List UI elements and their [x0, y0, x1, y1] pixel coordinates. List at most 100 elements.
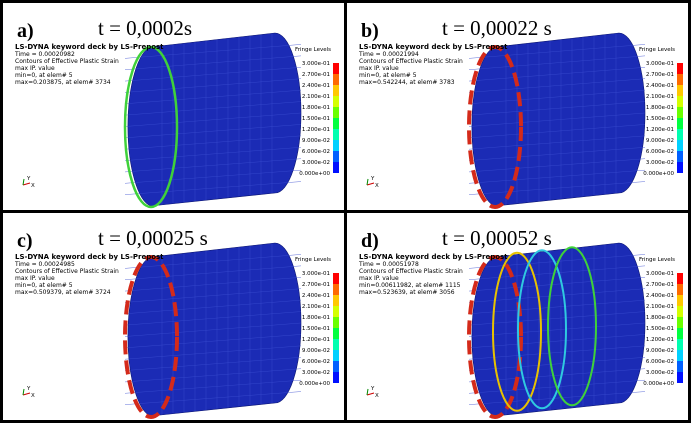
fringe-swatch [677, 339, 683, 350]
triad-label: Y [370, 386, 375, 392]
triad-label: X [31, 393, 35, 399]
panel: c) t = 0,00025 s LS-DYNA keyword deck by L… [3, 213, 344, 420]
triad-axis [367, 389, 368, 395]
header-line: min=0.00611982, at elem# 1115 [359, 282, 461, 289]
triad-label: Y [26, 386, 31, 392]
cylinder [469, 243, 645, 417]
fringe-label: 1.200e-01 [646, 337, 674, 343]
fringe-title: Fringe Levels [295, 257, 331, 263]
header-line: Time = 0.00020982 [14, 51, 75, 58]
fringe-swatch [677, 74, 683, 85]
fringe-swatch [333, 306, 339, 317]
panel-canvas: d)t = 0,00052 sLS-DYNA keyword deck by L… [347, 213, 688, 420]
triad-axis [23, 393, 30, 395]
fringe-label: 2.700e-01 [302, 282, 330, 288]
triad-axis [23, 183, 30, 185]
triad-axis [367, 183, 374, 185]
header-line: max IP. value [359, 65, 399, 72]
fringe-label: 2.400e-01 [646, 83, 674, 89]
header-line: Contours of Effective Plastic Strain [15, 58, 119, 65]
fringe-swatch [333, 295, 339, 306]
fringe-swatch [333, 151, 339, 162]
panel-time: t = 0,00052 s [442, 226, 552, 250]
fringe-label: 3.000e-01 [302, 61, 330, 67]
fringe-label: 0.000e+00 [643, 381, 674, 387]
cylinder [125, 33, 301, 207]
header-line: max=0.523639, at elem# 3056 [359, 289, 455, 296]
panel-canvas: a) t = 0,0002s LS-DYNA keyword deck by LS-… [3, 3, 344, 210]
fringe-swatch [333, 118, 339, 129]
header-line: Time = 0.00021994 [358, 51, 419, 58]
triad-axis [23, 389, 24, 395]
fringe-swatch [677, 295, 683, 306]
panel-label: c) [17, 230, 33, 252]
fringe-swatch [333, 162, 339, 173]
fringe-swatch [677, 372, 683, 383]
fringe-label: 0.000e+00 [643, 171, 674, 177]
triad-label: X [31, 183, 35, 189]
fringe-label: 3.000e-01 [646, 271, 674, 277]
panel-canvas: c) t = 0,00025 s LS-DYNA keyword deck by L… [3, 213, 344, 420]
panel-time: t = 0,0002s [98, 16, 192, 40]
fringe-label: 1.500e-01 [646, 116, 674, 122]
fringe-label: 2.700e-01 [646, 282, 674, 288]
fringe-swatch [333, 129, 339, 140]
fringe-label: 2.400e-01 [646, 293, 674, 299]
header-line: max=0.509379, at elem# 3724 [15, 289, 111, 296]
fringe-swatch [333, 63, 339, 74]
fringe-label: 1.500e-01 [302, 326, 330, 332]
triad-label: Y [26, 176, 31, 182]
fringe-swatch [677, 328, 683, 339]
fringe-title: Fringe Levels [295, 47, 331, 53]
header-line: min=0, at elem# 5 [359, 72, 417, 79]
fringe-swatch [677, 284, 683, 295]
fringe-swatch [333, 273, 339, 284]
fringe-swatch [333, 361, 339, 372]
fringe-label: 9.000e-02 [646, 348, 674, 354]
header-line: max=0.203875, at elem# 3734 [15, 79, 111, 86]
triad-axis [367, 179, 368, 185]
fringe-label: 1.800e-01 [302, 315, 330, 321]
header-line: min=0, at elem# 5 [15, 282, 73, 289]
panel: a) t = 0,0002s LS-DYNA keyword deck by LS-… [3, 3, 344, 210]
panel: b)t = 0,00022 sLS-DYNA keyword deck by L… [347, 3, 688, 210]
panel-time: t = 0,00022 s [442, 16, 552, 40]
fringe-label: 6.000e-02 [302, 359, 330, 365]
fringe-label: 1.800e-01 [646, 315, 674, 321]
fringe-swatch [677, 129, 683, 140]
panel-time: t = 0,00025 s [98, 226, 208, 250]
triad-label: Y [370, 176, 375, 182]
fringe-label: 9.000e-02 [646, 138, 674, 144]
fringe-swatch [677, 107, 683, 118]
panel: d)t = 0,00052 sLS-DYNA keyword deck by L… [347, 213, 688, 420]
header-line: min=0, at elem# 5 [15, 72, 73, 79]
fringe-title: Fringe Levels [639, 47, 675, 53]
figure: a) t = 0,0002s LS-DYNA keyword deck by LS-… [0, 0, 691, 423]
header-line: max=0.542244, at elem# 3783 [359, 79, 455, 86]
fringe-label: 6.000e-02 [302, 149, 330, 155]
fringe-label: 1.200e-01 [302, 337, 330, 343]
cylinder [125, 243, 301, 417]
fringe-label: 2.400e-01 [302, 293, 330, 299]
triad-axis [367, 393, 374, 395]
fringe-label: 1.800e-01 [646, 105, 674, 111]
fringe-swatch [677, 118, 683, 129]
fringe-label: 2.100e-01 [646, 304, 674, 310]
panel-label: a) [17, 20, 34, 42]
header-line: LS-DYNA keyword deck by LS-Prepost [15, 253, 164, 261]
fringe-swatch [677, 306, 683, 317]
fringe-swatch [677, 317, 683, 328]
fringe-swatch [677, 361, 683, 372]
fringe-swatch [333, 284, 339, 295]
fringe-swatch [677, 63, 683, 74]
fringe-swatch [333, 328, 339, 339]
fringe-swatch [333, 317, 339, 328]
panel-canvas: b)t = 0,00022 sLS-DYNA keyword deck by L… [347, 3, 688, 210]
fringe-label: 3.000e-02 [646, 160, 674, 166]
fringe-label: 2.700e-01 [646, 72, 674, 78]
fringe-label: 1.500e-01 [302, 116, 330, 122]
header-line: LS-DYNA keyword deck by LS-Prepost [15, 43, 164, 51]
fringe-swatch [333, 85, 339, 96]
header-line: LS-DYNA keyword deck by LS-Prepost [359, 43, 508, 51]
fringe-swatch [677, 140, 683, 151]
